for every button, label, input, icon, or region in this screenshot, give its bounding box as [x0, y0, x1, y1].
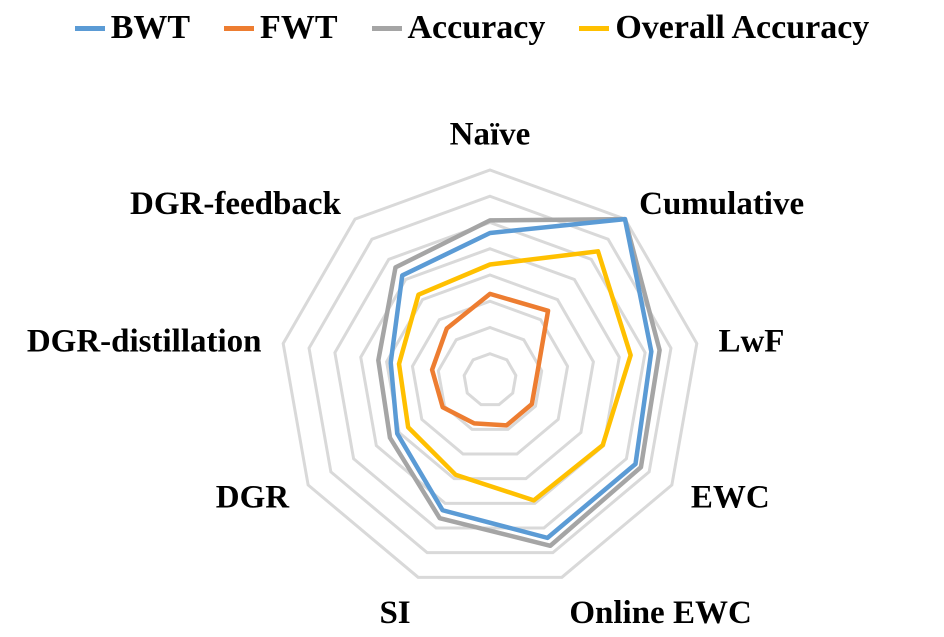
- series-line-overall-accuracy: [396, 249, 633, 503]
- category-label-lwf: LwF: [718, 323, 784, 359]
- legend-label: BWT: [110, 9, 191, 46]
- category-label-dgr-distillation: DGR-distillation: [27, 323, 262, 359]
- series-line-bwt: [388, 216, 654, 541]
- category-label-dgr-feedback: DGR-feedback: [130, 186, 341, 222]
- series-line-fwt: [429, 291, 551, 428]
- legend-label: Accuracy: [407, 9, 546, 46]
- grid-ring: [385, 273, 595, 481]
- legend-swatch: [579, 25, 610, 31]
- legend: BWT FWT Accuracy Overall Accuracy: [0, 8, 944, 48]
- category-label-naive: Naïve: [450, 117, 531, 153]
- category-label-ewc: EWC: [691, 480, 770, 516]
- category-label-dgr: DGR: [216, 480, 291, 516]
- grid-ring: [281, 168, 699, 579]
- category-label-cumulative: Cumulative: [639, 186, 804, 222]
- legend-item-bwt: BWT: [74, 9, 191, 47]
- legend-swatch: [74, 25, 105, 31]
- series-line-accuracy: [376, 216, 662, 549]
- grid-ring: [436, 325, 544, 431]
- category-label-si: SI: [379, 595, 410, 631]
- grid-ring: [359, 247, 621, 505]
- legend-item-overall-accuracy: Overall Accuracy: [579, 9, 869, 47]
- grid-ring: [333, 220, 647, 530]
- grid-ring: [410, 299, 570, 456]
- grid-ring: [462, 352, 518, 407]
- legend-swatch: [224, 25, 255, 31]
- category-labels: Naïve Cumulative LwF EWC Online EWC SI DGR DGR-…: [27, 117, 804, 631]
- legend-label: Overall Accuracy: [615, 9, 870, 46]
- category-label-online-ewc: Online EWC: [569, 595, 751, 631]
- legend-item-accuracy: Accuracy: [371, 9, 546, 47]
- radar-series: [376, 216, 662, 549]
- legend-label: FWT: [260, 9, 338, 46]
- legend-swatch: [371, 25, 402, 31]
- legend-item-fwt: FWT: [224, 9, 338, 47]
